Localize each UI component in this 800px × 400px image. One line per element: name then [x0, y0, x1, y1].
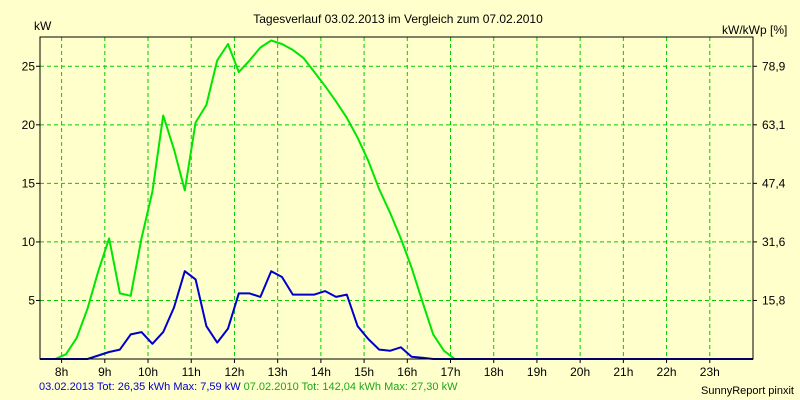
- y-axis-right-label: kW/kWp [%]: [722, 23, 787, 37]
- x-tick-label: 22h: [657, 365, 677, 379]
- summary-2013: 03.02.2013 Tot: 26,35 kWh Max: 7,59 kW: [39, 381, 241, 393]
- plot-frame: [39, 36, 754, 360]
- x-tick-label: 8h: [55, 365, 68, 379]
- chart-title: Tagesverlauf 03.02.2013 im Vergleich zum…: [253, 12, 543, 26]
- x-tick-label: 18h: [484, 365, 504, 379]
- x-tick-label: 19h: [527, 365, 547, 379]
- x-tick-label: 13h: [268, 365, 288, 379]
- y-right-tick-label: 47,4: [762, 176, 786, 190]
- x-tick-label: 16h: [397, 365, 417, 379]
- x-tick-label: 9h: [98, 365, 111, 379]
- series-line-03.02.2013: [40, 270, 753, 360]
- x-tick-label: 23h: [700, 365, 720, 379]
- x-tick-label: 10h: [138, 365, 158, 379]
- x-tick-label: 11h: [182, 365, 201, 379]
- y-right-tick-label: 15,8: [762, 293, 786, 307]
- y-left-tick-label: 10: [22, 235, 36, 249]
- y-left-tick-label: 5: [28, 293, 35, 307]
- y-left-tick-label: 20: [22, 118, 36, 132]
- series-lines: [40, 39, 753, 360]
- x-tick-label: 12h: [224, 365, 244, 379]
- series-line-07.02.2010: [40, 39, 753, 360]
- y-left-tick-label: 25: [22, 59, 36, 73]
- series-summary: 03.02.2013 Tot: 26,35 kWh Max: 7,59 kW 0…: [39, 381, 457, 393]
- summary-2010: 07.02.2010 Tot: 142,04 kWh Max: 27,30 kW: [243, 381, 458, 393]
- axis-ticks: 8h 9h 10h 11h 12h 13h 14h 15h 16h 17h 18h 19h 20h 21h…: [22, 59, 786, 379]
- y-right-tick-label: 78,9: [762, 59, 786, 73]
- x-tick-label: 20h: [570, 365, 590, 379]
- x-tick-label: 17h: [440, 365, 460, 379]
- report-credit: SunnyReport pinxit: [701, 385, 794, 397]
- y-left-tick-label: 15: [22, 176, 36, 190]
- x-tick-label: 15h: [354, 365, 374, 379]
- y-axis-left-label: kW: [34, 19, 52, 33]
- grid-lines: [40, 37, 753, 359]
- x-tick-label: 14h: [311, 365, 331, 379]
- x-tick-label: 21h: [613, 365, 633, 379]
- y-right-tick-label: 63,1: [762, 118, 786, 132]
- y-right-tick-label: 31,6: [762, 235, 786, 249]
